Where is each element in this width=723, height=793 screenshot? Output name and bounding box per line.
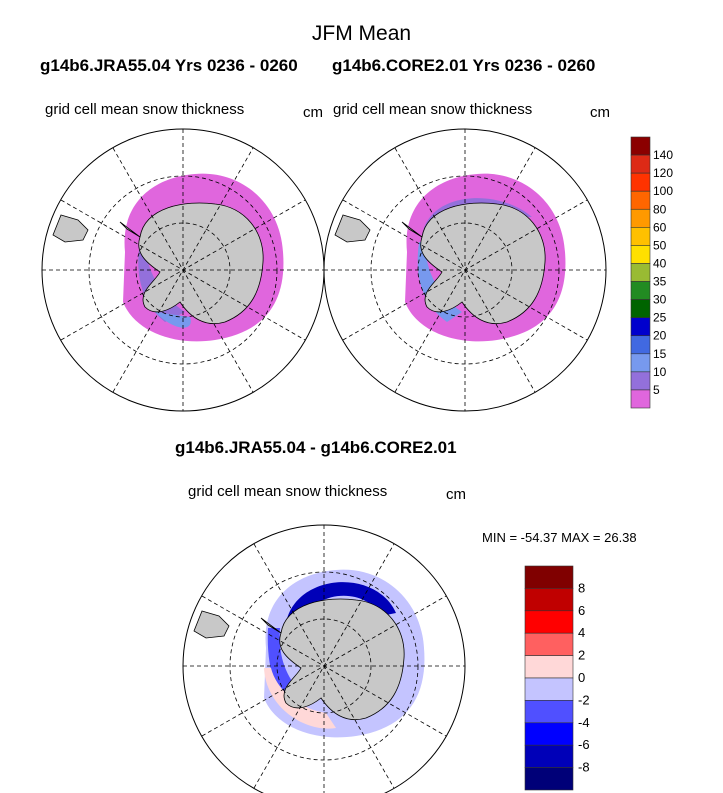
lat-lon-grid	[324, 129, 606, 411]
colorbar-box	[630, 299, 651, 318]
panel2-units: cm	[590, 104, 610, 121]
colorbar-box	[630, 245, 651, 264]
colorbar-label: 8	[578, 580, 585, 595]
colorbar-difference: 8 6 4 2 0 -2 -4 -6 -8	[524, 565, 590, 791]
colorbar-box	[630, 281, 651, 300]
colorbar-box	[630, 263, 651, 282]
map-panel-difference	[183, 525, 465, 793]
colorbar-box	[524, 655, 574, 679]
colorbar-box	[630, 335, 651, 355]
colorbar-label: 120	[653, 166, 673, 180]
colorbar-box	[630, 371, 651, 391]
colorbar-box	[630, 353, 651, 373]
figure-title: JFM Mean	[311, 22, 412, 45]
map-panel-core2	[324, 129, 606, 411]
colorbar-box	[630, 227, 651, 246]
colorbar-box	[630, 190, 651, 210]
colorbar-box	[630, 208, 651, 228]
colorbar-label: 20	[653, 329, 667, 343]
colorbar-label: 4	[578, 625, 585, 640]
panel1-variable: grid cell mean snow thickness	[45, 101, 245, 118]
colorbar-box	[524, 610, 574, 634]
colorbar-label: 6	[578, 603, 585, 618]
colorbar-box	[524, 700, 574, 724]
colorbar-box	[524, 722, 574, 746]
colorbar-box	[630, 154, 651, 174]
colorbar-label: 100	[653, 184, 673, 198]
colorbar-box	[630, 317, 651, 337]
colorbar-label: -4	[578, 715, 590, 730]
panel1-case-label: g14b6.JRA55.04 Yrs 0236 - 0260	[40, 56, 298, 75]
colorbar-box	[524, 677, 574, 701]
colorbar-label: 5	[653, 383, 660, 397]
diff-title: g14b6.JRA55.04 - g14b6.CORE2.01	[175, 438, 457, 457]
diff-minmax: MIN = -54.37 MAX = 26.38	[482, 530, 637, 545]
map-panel-jra55	[42, 129, 324, 411]
colorbar-label: 0	[578, 670, 585, 685]
colorbar-box	[524, 565, 574, 589]
colorbar-label: 10	[653, 365, 667, 379]
panel2-case-label: g14b6.CORE2.01 Yrs 0236 - 0260	[332, 56, 596, 75]
map-border	[182, 524, 466, 793]
snow-thickness-high-region	[155, 312, 191, 328]
panel1-units: cm	[303, 104, 323, 121]
colorbar-label: 50	[653, 238, 667, 252]
colorbar-box	[630, 172, 651, 192]
south-america-landmass	[52, 214, 89, 243]
colorbar-label: 25	[653, 311, 667, 325]
diff-units: cm	[446, 486, 466, 503]
colorbar-label: -2	[578, 692, 590, 707]
colorbar-box	[630, 136, 651, 156]
colorbar-label: 35	[653, 275, 667, 289]
colorbar-box	[630, 389, 651, 409]
colorbar-label: 60	[653, 220, 667, 234]
south-america-landmass	[193, 610, 230, 639]
colorbar-label: 30	[653, 293, 667, 307]
diff-variable: grid cell mean snow thickness	[188, 483, 388, 500]
colorbar-box	[524, 744, 574, 768]
colorbar-label: 2	[578, 648, 585, 663]
colorbar-label: 80	[653, 202, 667, 216]
colorbar-label: -8	[578, 760, 590, 775]
colorbar-box	[524, 632, 574, 656]
colorbar-box	[524, 767, 574, 791]
map-border	[323, 128, 607, 412]
colorbar-snow-thickness: 140 120 100 80 60 50 40 35 30 25 20 15 10 5	[630, 136, 673, 409]
colorbar-label: 140	[653, 148, 673, 162]
colorbar-label: 15	[653, 347, 667, 361]
lat-lon-grid	[42, 129, 324, 411]
colorbar-box	[524, 588, 574, 612]
difference-negative-region	[286, 582, 396, 623]
south-america-landmass	[334, 214, 371, 243]
colorbar-label: -6	[578, 737, 590, 752]
difference-positive-region	[264, 668, 336, 729]
panel2-variable: grid cell mean snow thickness	[333, 101, 533, 118]
colorbar-label: 40	[653, 256, 667, 270]
